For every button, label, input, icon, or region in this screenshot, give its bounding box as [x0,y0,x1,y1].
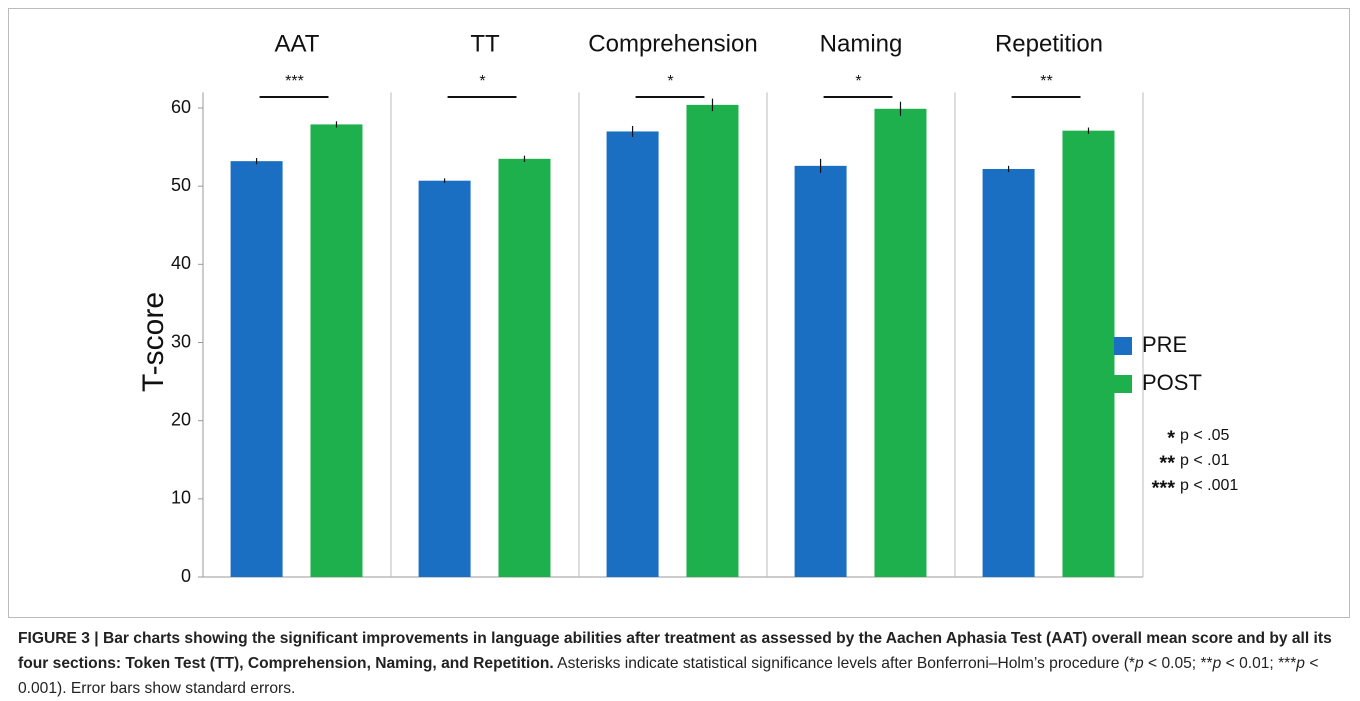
significance-legend-label: p < .01 [1180,452,1229,469]
y-axis-label: T-score [137,292,170,392]
significance-legend-symbol: ** [1159,452,1175,474]
caption-text: Asterisks indicate statistical significa… [553,655,1135,672]
significance-stars: * [479,73,485,90]
caption-text: < 0.05; ** [1143,655,1213,672]
caption: FIGURE 3 | Bar charts showing the signif… [18,626,1346,701]
panel-title: Repetition [995,30,1103,57]
significance-legend-symbol: * [1167,427,1175,449]
significance-legend-label: p < .05 [1180,427,1229,444]
bar [498,158,551,577]
chart: T-score 0102030405060AAT***TT*Comprehens… [137,30,1238,586]
y-tick-label: 30 [171,331,191,351]
bar [982,168,1035,577]
significance-stars: ** [1040,73,1052,90]
bar [418,180,471,577]
bar [794,165,847,578]
bar [230,161,283,578]
significance-stars: * [667,73,673,90]
y-tick-label: 20 [171,409,191,429]
y-tick-label: 10 [171,488,191,508]
significance-legend-label: p < .001 [1180,477,1238,494]
y-tick-label: 40 [171,253,191,273]
y-tick-label: 0 [181,566,191,586]
caption-italic: p [1134,655,1144,672]
bar [1062,130,1115,577]
legend-swatch [1114,337,1132,355]
panel-title: Comprehension [588,30,757,57]
legend-label: POST [1142,370,1202,395]
bar [686,104,739,577]
panel-title: TT [470,30,500,57]
caption-italic: p [1296,655,1305,672]
significance-stars: *** [285,73,304,90]
bar [606,131,659,577]
caption-bold: FIGURE 3 | Bar charts showing the signif… [18,630,1332,672]
y-tick-label: 50 [171,175,191,195]
significance-legend-symbol: *** [1152,477,1176,499]
panel-title: Naming [820,30,903,57]
figure-frame [8,8,1350,618]
panel-title: AAT [275,30,320,57]
caption-italic: p [1212,655,1222,672]
bar [874,108,927,577]
legend-swatch [1114,375,1132,393]
bar [310,124,363,577]
y-tick-label: 60 [171,97,191,117]
caption-text: < 0.001). Error bars show standard error… [18,655,1319,697]
significance-stars: * [855,73,861,90]
legend-label: PRE [1142,332,1187,357]
caption-text: < 0.01; *** [1221,655,1297,672]
